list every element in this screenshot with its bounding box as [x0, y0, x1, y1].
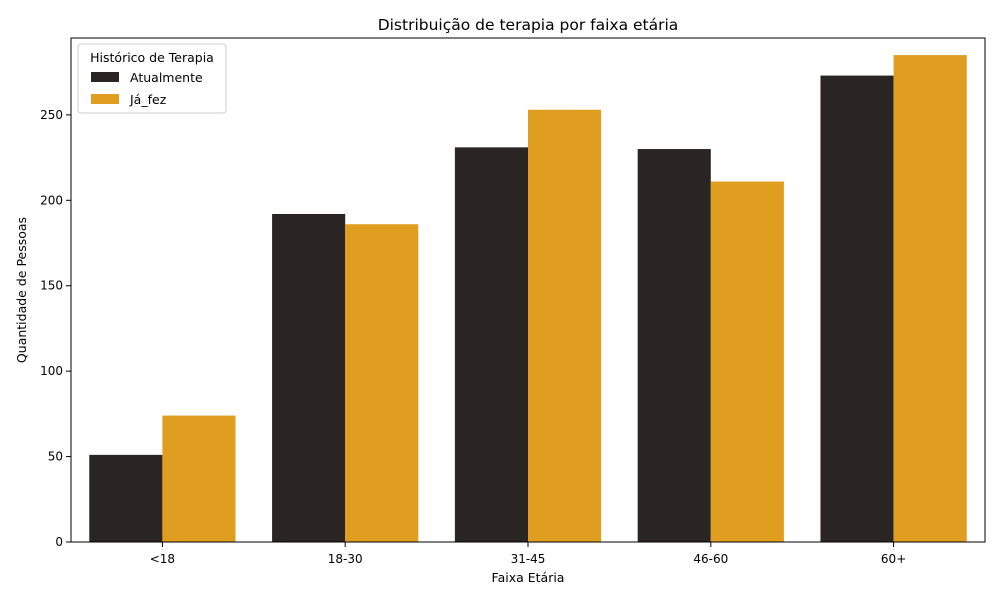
bar-atualmente-1	[272, 213, 346, 542]
legend-label-0: Atualmente	[130, 70, 203, 85]
y-axis: 0 50 100 150 200 250	[40, 108, 71, 549]
y-axis-label: Quantidade de Pessoas	[14, 217, 29, 363]
legend-swatch-1	[91, 94, 119, 104]
x-tick-label: 18-30	[328, 552, 363, 566]
x-tick-label: 60+	[881, 552, 906, 566]
y-tick-label: 150	[40, 279, 63, 293]
legend-swatch-0	[91, 72, 119, 82]
bar-atualmente-4	[820, 75, 894, 543]
bar-atualmente-3	[637, 149, 711, 542]
bar-j-fez-1	[345, 224, 419, 542]
bars-group	[89, 55, 967, 543]
x-tick-label: <18	[150, 552, 175, 566]
x-axis-label: Faixa Etária	[492, 570, 565, 585]
y-tick-label: 0	[55, 535, 63, 549]
y-tick-label: 200	[40, 193, 63, 207]
legend-title: Histórico de Terapia	[90, 50, 214, 65]
bar-atualmente-2	[454, 147, 528, 542]
plot-frame	[70, 37, 986, 543]
legend: Histórico de Terapia Atualmente Já_fez	[77, 43, 227, 114]
x-tick-label: 31-45	[511, 552, 546, 566]
y-tick-label: 250	[40, 108, 63, 122]
bar-atualmente-0	[89, 454, 163, 542]
x-tick-label: 46-60	[693, 552, 728, 566]
legend-label-1: Já_fez	[129, 92, 167, 107]
y-tick-label: 100	[40, 364, 63, 378]
chart-title: Distribuição de terapia por faixa etária	[378, 16, 679, 34]
y-tick-label: 50	[48, 450, 63, 464]
bar-j-fez-3	[710, 181, 784, 542]
bar-j-fez-2	[528, 109, 602, 543]
bar-j-fez-0	[162, 415, 236, 542]
x-axis: <18 18-30 31-45 46-60 60+	[150, 542, 906, 566]
bar-j-fez-4	[893, 55, 967, 542]
